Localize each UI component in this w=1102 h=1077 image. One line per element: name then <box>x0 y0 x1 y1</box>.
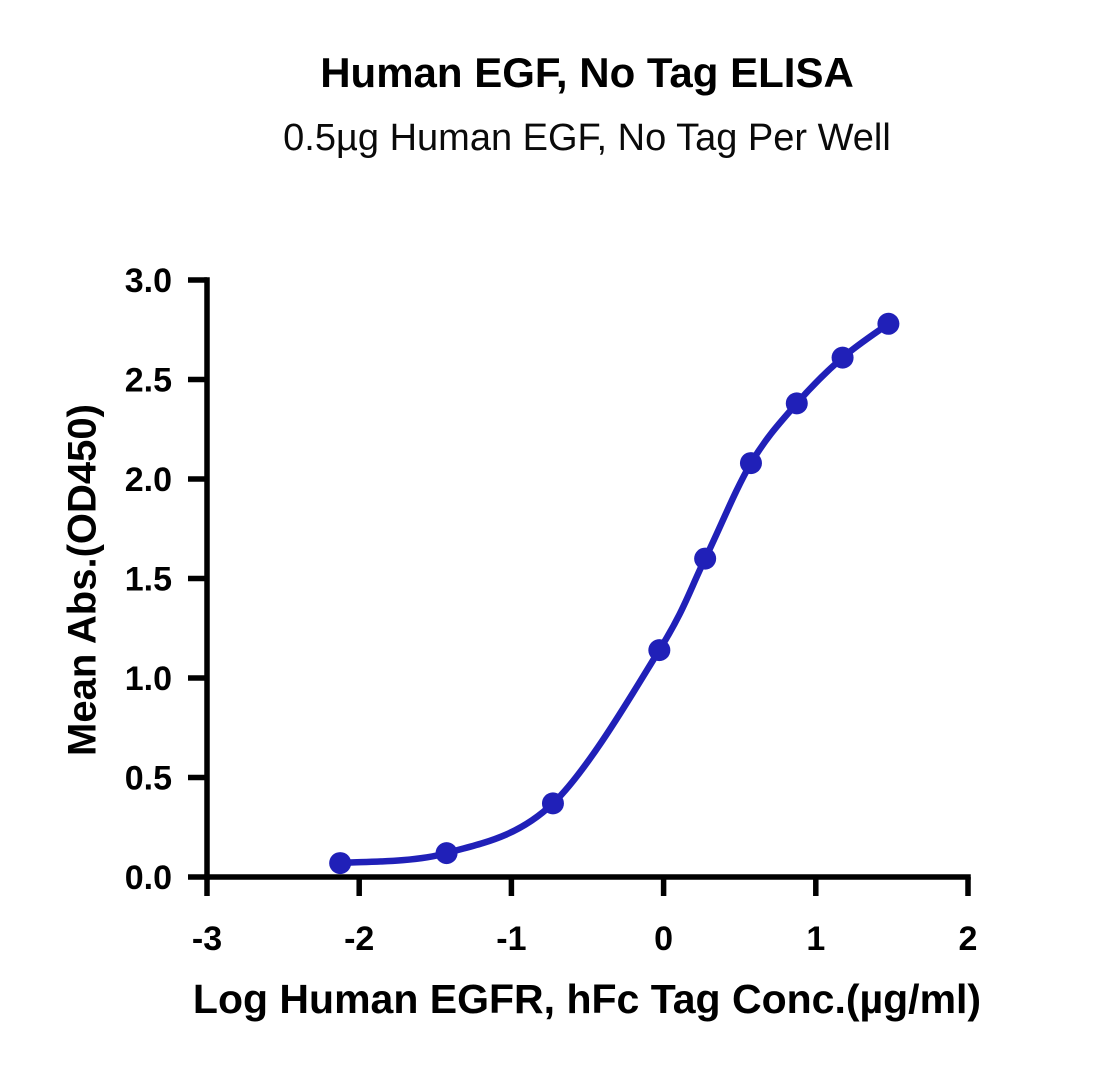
data-point <box>648 639 671 662</box>
y-tick-label: 1.5 <box>125 561 172 599</box>
data-point <box>739 452 762 475</box>
y-tick-label: 3.0 <box>125 262 172 300</box>
data-point <box>541 792 564 815</box>
x-tick-label: -2 <box>344 920 374 958</box>
chart-subtitle: 0.5µg Human EGF, No Tag Per Well <box>283 117 891 159</box>
data-point <box>694 547 717 570</box>
y-tick-label: 0.5 <box>125 760 172 798</box>
x-tick-label: 0 <box>654 920 673 958</box>
x-tick-label: -1 <box>496 920 526 958</box>
y-tick-label: 1.0 <box>125 660 172 698</box>
data-point <box>785 392 808 415</box>
data-point <box>435 842 458 865</box>
y-tick-label: 2.5 <box>125 362 172 400</box>
x-axis-label: Log Human EGFR, hFc Tag Conc.(µg/ml) <box>192 976 982 1022</box>
y-tick-label: 0.0 <box>125 859 172 897</box>
data-point <box>877 312 900 335</box>
binding-curve <box>336 320 892 867</box>
chart-title: Human EGF, No Tag ELISA <box>320 49 854 96</box>
y-tick-label: 2.0 <box>125 461 172 499</box>
data-point <box>831 346 854 369</box>
data-point <box>329 852 352 875</box>
x-tick-label: 2 <box>959 920 978 958</box>
x-tick-label: 1 <box>806 920 825 958</box>
x-tick-label: -3 <box>192 920 222 958</box>
